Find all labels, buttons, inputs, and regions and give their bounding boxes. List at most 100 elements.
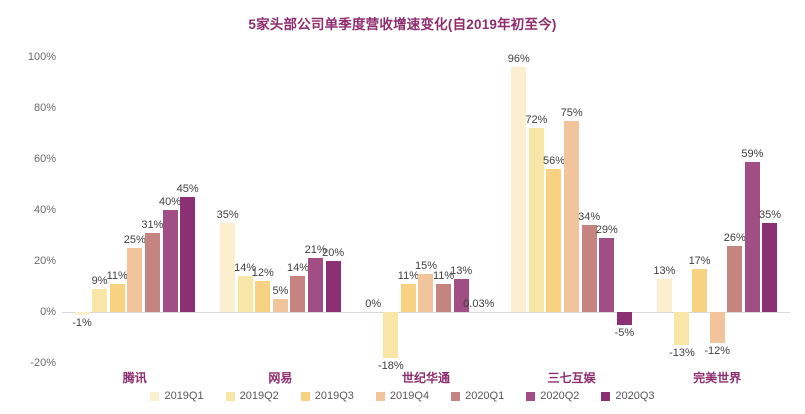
bar[interactable]: 75% <box>561 107 583 312</box>
bar-slot: 29% <box>596 57 618 363</box>
legend-label: 2020Q3 <box>615 390 655 402</box>
legend-label: 2020Q2 <box>540 390 580 402</box>
bar[interactable]: 26% <box>724 232 746 312</box>
bar-slot: 72% <box>525 57 547 363</box>
bar-value-label: 12% <box>251 267 274 280</box>
bar[interactable]: 9% <box>92 275 108 312</box>
bar[interactable]: 29% <box>596 224 618 312</box>
zero-baseline <box>62 312 790 313</box>
bar-value-label: 14% <box>234 262 257 275</box>
legend-item[interactable]: 2020Q2 <box>526 390 579 402</box>
legend-swatch-icon <box>375 391 385 401</box>
bar[interactable]: 25% <box>124 234 146 312</box>
bar-group: 0% -18% 11% 15% 11% 13% 0.03% 世纪华通 <box>353 57 499 385</box>
bar-slot: 15% <box>415 57 437 363</box>
bar-slot: 11% <box>433 57 454 363</box>
bar[interactable]: 45% <box>177 183 199 312</box>
bar[interactable]: 35% <box>217 209 239 312</box>
legend-label: 2020Q1 <box>465 390 505 402</box>
bar-value-label: 35% <box>216 208 239 221</box>
bar-value-label: 9% <box>91 275 108 288</box>
y-axis-tick: 80% <box>33 102 56 114</box>
bar-slot: 25% <box>124 57 146 363</box>
bar[interactable]: 13% <box>653 265 675 312</box>
bar-value-label: 5% <box>272 285 289 298</box>
bar[interactable]: 21% <box>305 244 327 312</box>
bar-value-label: 40% <box>158 196 182 208</box>
legend-item[interactable]: 2019Q4 <box>375 390 429 402</box>
bar[interactable]: -13% <box>669 312 695 359</box>
legend-swatch-icon <box>451 391 461 401</box>
bar-group: 96% 72% 56% 75% 34% 29% -5% 三七互娱 <box>499 53 645 385</box>
bar[interactable]: 5% <box>272 285 288 312</box>
bar[interactable]: 11% <box>398 270 419 312</box>
bar-value-label: 13% <box>450 264 473 277</box>
legend-item[interactable]: 2019Q2 <box>225 390 279 402</box>
legend-item[interactable]: 2020Q1 <box>451 390 504 402</box>
category-label: 三七互娱 <box>547 371 596 385</box>
bar[interactable]: 31% <box>141 219 163 312</box>
legend-swatch-icon <box>526 391 536 401</box>
bar[interactable]: 20% <box>322 247 344 312</box>
bar[interactable]: 14% <box>287 262 309 312</box>
bar-slot: 45% <box>177 57 199 363</box>
legend-item[interactable]: 2020Q3 <box>601 390 655 402</box>
y-axis-tick: 40% <box>33 204 56 216</box>
bar-slot: 21% <box>305 57 327 363</box>
bar[interactable]: 96% <box>508 53 530 312</box>
bar[interactable]: 12% <box>252 267 274 312</box>
bar[interactable]: 11% <box>433 270 454 312</box>
bar-slot: 12% <box>252 57 274 363</box>
bar-group: 35% 14% 12% 5% 14% 21% 20% 网易 <box>208 57 354 385</box>
bar-slot: 11% <box>107 57 128 363</box>
legend-swatch-icon <box>225 391 235 401</box>
y-axis-tick: -20% <box>30 357 56 369</box>
bar-slot: 75% <box>561 57 583 363</box>
bar-slot: 13% <box>653 57 675 363</box>
bar[interactable]: 34% <box>578 211 600 312</box>
bar[interactable]: 14% <box>234 262 256 312</box>
bar[interactable]: -18% <box>378 312 404 372</box>
bar[interactable]: 17% <box>689 255 711 312</box>
bar-value-label: 56% <box>542 155 565 168</box>
bar[interactable]: 72% <box>525 114 547 312</box>
bar-value-label: -5% <box>614 326 635 339</box>
legend-swatch-icon <box>150 391 160 401</box>
bar-value-label: 11% <box>432 269 455 282</box>
bar-value-label: 26% <box>723 231 746 244</box>
legend-swatch-icon <box>300 391 310 401</box>
legend-item[interactable]: 2019Q3 <box>300 390 354 402</box>
bar-value-label: 11% <box>106 269 128 282</box>
bar-group: -1% 9% 11% 25% 31% 40% 45% 腾讯 <box>62 57 208 385</box>
bar-value-label: 59% <box>741 147 764 160</box>
bar-slot: 14% <box>287 57 309 363</box>
bar-value-label: 96% <box>507 53 530 66</box>
bar-slot: 5% <box>272 57 288 363</box>
category-label: 网易 <box>268 371 293 385</box>
bar-slot: 26% <box>724 57 746 363</box>
bar-value-label: 25% <box>123 234 146 247</box>
bar[interactable]: 35% <box>759 209 781 312</box>
y-axis-tick: 20% <box>33 255 56 267</box>
bar[interactable]: 15% <box>415 260 437 312</box>
bar[interactable]: -1% <box>72 312 92 329</box>
chart-legend: 2019Q1 2019Q2 2019Q3 2019Q4 2020Q1 2020Q2 2020… <box>0 390 805 402</box>
bar-slot: 34% <box>578 57 600 363</box>
bar[interactable]: 56% <box>543 155 565 312</box>
bar-value-label: -12% <box>704 344 731 357</box>
bar-value-label: 31% <box>141 218 164 231</box>
bar-value-label: 45% <box>176 183 199 196</box>
bar[interactable]: 11% <box>107 270 128 312</box>
bar[interactable]: -12% <box>704 312 730 357</box>
bar[interactable]: 40% <box>159 196 181 312</box>
bar-value-label: 20% <box>322 247 345 259</box>
bar-slot: 40% <box>159 57 181 363</box>
category-label: 世纪华通 <box>401 371 450 385</box>
bar[interactable]: 59% <box>741 148 763 312</box>
bar[interactable]: 13% <box>450 265 472 312</box>
bar-value-label: 34% <box>578 211 601 224</box>
legend-item[interactable]: 2019Q1 <box>150 390 204 402</box>
bar-value-label: 14% <box>286 262 309 275</box>
bar[interactable]: -5% <box>615 312 634 339</box>
